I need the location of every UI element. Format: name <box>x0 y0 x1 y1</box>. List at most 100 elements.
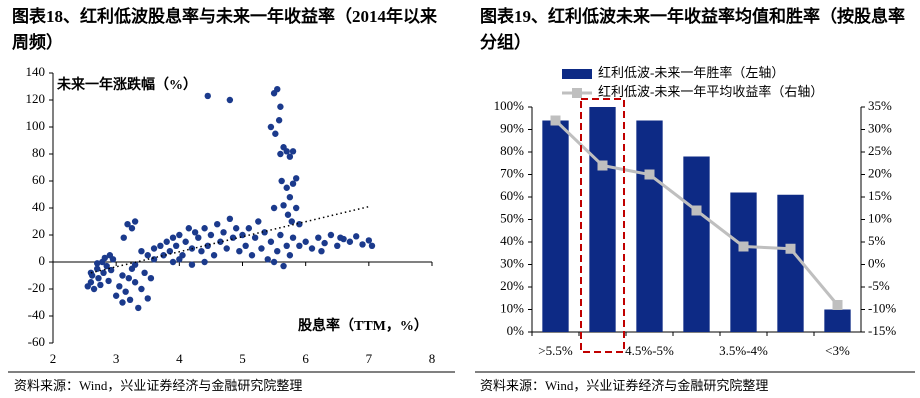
marker <box>738 241 749 252</box>
point <box>122 288 129 295</box>
y-tick-label: 60 <box>32 172 45 187</box>
point <box>198 248 205 255</box>
marker <box>597 160 608 171</box>
y2-tick-label: 0% <box>868 255 886 270</box>
point <box>277 150 284 158</box>
y-axis-title: 未来一年涨跌幅（%） <box>57 76 197 93</box>
chart-title: 图表19、红利低波未来一年收益率均值和胜率（按股息率分组） <box>480 7 905 52</box>
point <box>277 103 284 110</box>
x-tick-label: 4.5%-5% <box>625 343 674 358</box>
marker <box>785 243 796 254</box>
point <box>94 265 101 272</box>
point <box>87 279 95 286</box>
point <box>131 279 139 286</box>
y-tick-label: 90% <box>500 120 524 135</box>
point <box>201 258 208 266</box>
y-tick-label: -60 <box>28 334 45 349</box>
y2-tick-label: 35% <box>868 98 892 113</box>
point <box>119 299 126 306</box>
point <box>248 252 256 259</box>
point <box>172 242 180 249</box>
source: 资料来源：Wind，兴业证券经济与金融研究院整理 <box>480 378 769 393</box>
point <box>337 234 344 241</box>
point <box>226 215 234 222</box>
marker <box>644 169 655 180</box>
marker <box>832 300 843 310</box>
point <box>242 242 249 249</box>
point <box>368 242 376 249</box>
y-tick-label: 140 <box>26 64 46 79</box>
point <box>286 153 294 160</box>
x-tick-label: 6 <box>302 351 309 366</box>
y-tick-label: 60% <box>500 188 524 203</box>
point <box>280 202 287 209</box>
point <box>138 285 145 293</box>
bar <box>777 194 804 332</box>
point <box>296 221 303 228</box>
point <box>315 234 322 241</box>
point <box>95 275 102 282</box>
x-tick-label: 2 <box>50 351 57 366</box>
y-tick-label: 10% <box>500 300 524 315</box>
point <box>169 258 177 266</box>
chart-title: 图表18、红利低波股息率与未来一年收益率（2014年以来周频） <box>12 7 437 52</box>
marker <box>691 205 702 216</box>
x-tick-label: 5 <box>239 351 246 366</box>
point <box>302 238 309 245</box>
y-tick-label: 40 <box>32 199 45 214</box>
point <box>334 242 341 249</box>
y-tick-label: 100% <box>494 98 525 113</box>
x-tick-label: <3% <box>825 343 850 358</box>
point <box>258 245 265 252</box>
point <box>283 184 290 191</box>
point <box>97 281 104 289</box>
point <box>321 239 328 247</box>
point <box>100 269 107 276</box>
point <box>163 238 170 245</box>
point <box>226 96 234 104</box>
point <box>232 225 240 232</box>
point <box>277 231 284 239</box>
bar <box>730 192 757 332</box>
source: 资料来源：Wind，兴业证券经济与金融研究院整理 <box>14 378 303 393</box>
point <box>150 256 158 263</box>
y-tick-label: -40 <box>28 307 45 322</box>
point <box>220 229 227 236</box>
point <box>270 258 278 266</box>
point <box>119 272 126 279</box>
bar <box>824 309 851 332</box>
point <box>185 225 193 232</box>
point <box>101 254 108 262</box>
point <box>286 194 294 201</box>
point <box>318 248 325 255</box>
point <box>176 256 183 263</box>
point <box>245 225 253 232</box>
point <box>296 242 303 249</box>
point <box>217 238 224 245</box>
point <box>147 275 155 282</box>
point <box>166 248 174 255</box>
point <box>353 233 360 240</box>
point <box>126 296 134 303</box>
y2-tick-label: 15% <box>868 188 892 203</box>
y2-tick-label: 30% <box>868 120 892 135</box>
legend-label: 红利低波-未来一年胜率（左轴） <box>598 65 784 80</box>
point <box>289 234 297 241</box>
y-tick-label: 20% <box>500 278 524 293</box>
point <box>272 130 279 137</box>
point <box>204 92 211 100</box>
point <box>105 277 112 285</box>
point <box>116 283 123 290</box>
bar <box>636 120 663 332</box>
point <box>327 231 335 239</box>
point <box>267 123 275 131</box>
x-tick-label: 7 <box>366 351 373 366</box>
point <box>131 218 139 225</box>
point <box>120 234 127 241</box>
point <box>346 238 354 245</box>
y2-tick-label: 25% <box>868 143 892 158</box>
legend-label: 红利低波-未来一年平均收益率（右轴） <box>598 84 823 99</box>
point <box>270 204 278 212</box>
